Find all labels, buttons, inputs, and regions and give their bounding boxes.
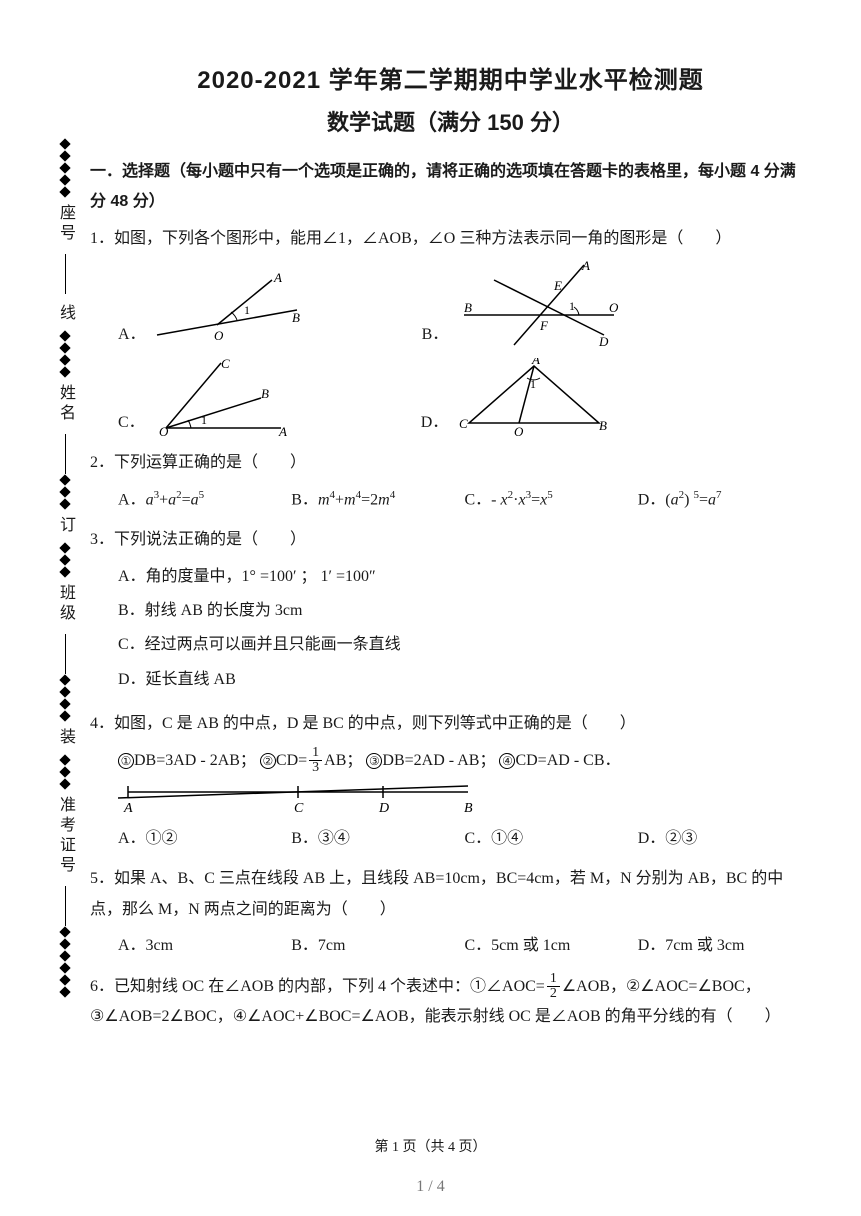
svg-text:A: A: [531, 358, 540, 367]
svg-text:D: D: [598, 334, 609, 349]
q4-opt-b: B．③④: [291, 824, 464, 854]
svg-text:O: O: [159, 424, 169, 438]
q4-opt-d: D．②③: [638, 824, 811, 854]
svg-text:B: B: [292, 310, 300, 325]
svg-text:B: B: [599, 418, 607, 433]
exam-title: 2020-2021 学年第二学期期中学业水平检测题: [90, 60, 811, 95]
q5-opt-a: A．3cm: [118, 931, 291, 961]
q6-stem: 6．已知射线 OC 在∠AOB 的内部，下列 4 个表述中：①∠AOC=12∠A…: [90, 972, 811, 1033]
q3-opt-b: B．射线 AB 的长度为 3cm: [118, 596, 811, 626]
svg-text:C: C: [294, 801, 304, 816]
q4-line-figure: A C D B: [118, 780, 811, 816]
q1-figure-b: A B O D E F 1: [454, 260, 624, 350]
q2-opt-c: C．- x2·x3=x5: [465, 485, 638, 516]
q1-label-d: D．: [421, 408, 449, 438]
exam-subtitle: 数学试题（满分 150 分）: [90, 105, 811, 137]
svg-text:E: E: [553, 278, 562, 293]
q1-figure-d: A C B O 1: [454, 358, 614, 438]
q4-stem: 4．如图，C 是 AB 的中点，D 是 BC 的中点，则下列等式中正确的是（ ）: [90, 709, 811, 739]
q1-label-a: A．: [118, 320, 146, 350]
page-number: 1 / 4: [0, 1178, 861, 1196]
svg-text:F: F: [539, 318, 549, 333]
q3-opt-a: A．角的度量中，1° =100′ ； 1′ =100″: [118, 562, 811, 592]
q5-opt-b: B．7cm: [291, 931, 464, 961]
svg-text:1: 1: [569, 299, 575, 313]
question-5: 5．如果 A、B、C 三点在线段 AB 上，且线段 AB=10cm，BC=4cm…: [90, 864, 811, 961]
q4-opt-a: A．①②: [118, 824, 291, 854]
page-footer: 第 1 页（共 4 页）: [0, 1136, 861, 1156]
q2-opt-b: B．m4+m4=2m4: [291, 485, 464, 516]
svg-text:A: A: [581, 260, 590, 273]
svg-text:B: B: [464, 300, 472, 315]
q2-opt-a: A．a3+a2=a5: [118, 485, 291, 516]
q5-opt-c: C．5cm 或 1cm: [465, 931, 638, 961]
q1-figure-c: O A B C 1: [151, 358, 291, 438]
question-1: 1．如图，下列各个图形中，能用∠1，∠AOB，∠O 三种方法表示同一角的图形是（…: [90, 224, 811, 438]
svg-text:O: O: [514, 424, 524, 438]
svg-text:1: 1: [244, 303, 250, 317]
q1-figure-a: A O B 1: [152, 270, 302, 350]
q4-opt-c: C．①④: [465, 824, 638, 854]
q1-label-c: C．: [118, 408, 145, 438]
q2-stem: 2．下列运算正确的是（ ）: [90, 448, 811, 478]
svg-text:B: B: [261, 386, 269, 401]
q3-opt-c: C．经过两点可以画并且只能画一条直线: [118, 630, 811, 660]
svg-text:O: O: [214, 328, 224, 343]
q3-opt-d: D．延长直线 AB: [118, 665, 811, 695]
question-4: 4．如图，C 是 AB 的中点，D 是 BC 的中点，则下列等式中正确的是（ ）…: [90, 709, 811, 854]
question-3: 3．下列说法正确的是（ ） A．角的度量中，1° =100′ ； 1′ =100…: [90, 525, 811, 699]
svg-text:A: A: [278, 424, 287, 438]
exam-page: 2020-2021 学年第二学期期中学业水平检测题 数学试题（满分 150 分）…: [0, 0, 861, 1082]
svg-text:A: A: [273, 270, 282, 285]
q1-stem: 1．如图，下列各个图形中，能用∠1，∠AOB，∠O 三种方法表示同一角的图形是（…: [90, 224, 811, 254]
question-2: 2．下列运算正确的是（ ） A．a3+a2=a5 B．m4+m4=2m4 C．-…: [90, 448, 811, 515]
svg-text:D: D: [378, 801, 389, 816]
svg-text:C: C: [221, 358, 230, 371]
q4-items: ①DB=3AD - 2AB； ②CD=13AB； ③DB=2AD - AB； ④…: [90, 746, 811, 776]
section-1-heading: 一．选择题（每小题中只有一个选项是正确的，请将正确的选项填在答题卡的表格里，每小…: [90, 157, 811, 218]
svg-text:A: A: [123, 801, 133, 816]
svg-text:1: 1: [201, 413, 207, 427]
svg-text:B: B: [464, 801, 473, 816]
question-6: 6．已知射线 OC 在∠AOB 的内部，下列 4 个表述中：①∠AOC=12∠A…: [90, 972, 811, 1033]
svg-text:C: C: [459, 416, 468, 431]
q5-stem: 5．如果 A、B、C 三点在线段 AB 上，且线段 AB=10cm，BC=4cm…: [90, 864, 811, 925]
svg-text:1: 1: [530, 377, 536, 391]
q1-label-b: B．: [422, 320, 449, 350]
q3-stem: 3．下列说法正确的是（ ）: [90, 525, 811, 555]
q5-opt-d: D．7cm 或 3cm: [638, 931, 811, 961]
svg-text:O: O: [609, 300, 619, 315]
q2-opt-d: D．(a2) 5=a7: [638, 485, 811, 516]
